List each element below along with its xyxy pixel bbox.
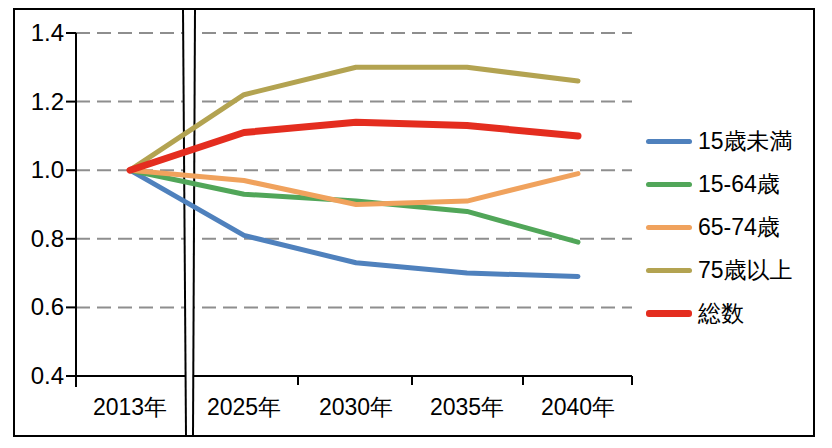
series-line-4 [130,122,578,170]
y-tick-label: 0.4 [10,361,64,391]
legend-label: 65-74歳 [698,212,780,243]
legend-item-4: 総数 [646,292,793,335]
y-tick-label: 0.6 [10,292,64,322]
y-tick-label: 1.2 [10,87,64,117]
series-line-3 [130,67,578,170]
legend-label: 15-64歳 [698,169,780,200]
legend-item-1: 15-64歳 [646,163,793,206]
x-tick-label: 2030年 [296,392,416,422]
legend: 15歳未満 15-64歳 65-74歳 75歳以上総数 [646,120,793,335]
legend-swatch-icon [646,310,692,317]
legend-label: 総数 [698,298,744,329]
y-tick-label: 1.4 [10,18,64,48]
y-tick-label: 0.8 [10,224,64,254]
legend-label: 75歳以上 [698,255,793,286]
legend-swatch-icon [646,268,692,273]
legend-label: 15歳未満 [698,126,793,157]
legend-swatch-icon [646,225,692,230]
x-tick-label: 2035年 [407,392,527,422]
legend-swatch-icon [646,139,692,144]
x-tick-label: 2040年 [518,392,638,422]
population-index-chart: 1.4 1.2 1.0 0.8 0.6 0.4 2013年2025年2030年2035年2… [0,0,832,448]
legend-item-2: 65-74歳 [646,206,793,249]
legend-item-0: 15歳未満 [646,120,793,163]
legend-swatch-icon [646,182,692,187]
legend-item-3: 75歳以上 [646,249,793,292]
y-tick-label: 1.0 [10,155,64,185]
x-tick-label: 2025年 [184,392,304,422]
x-tick-label: 2013年 [70,392,190,422]
